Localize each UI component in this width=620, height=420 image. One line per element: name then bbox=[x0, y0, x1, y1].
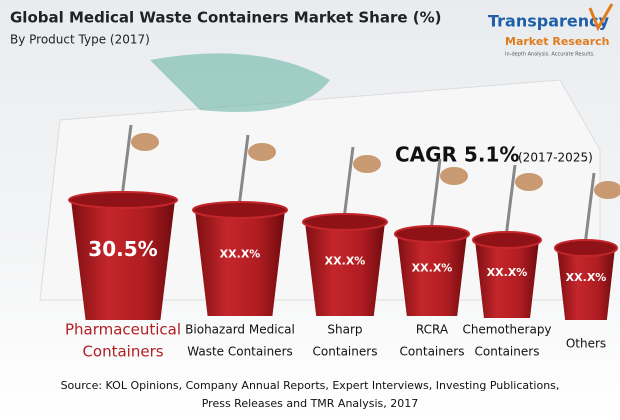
cagr: CAGR 5.1% bbox=[395, 143, 519, 167]
logo-line1: Transparency bbox=[488, 12, 610, 31]
container-rim bbox=[472, 231, 542, 249]
source: Press Releases and TMR Analysis, 2017 bbox=[202, 397, 419, 410]
category-label: RCRA bbox=[416, 323, 449, 337]
category-label: Biohazard Medical bbox=[185, 323, 295, 337]
title: Global Medical Waste Containers Market S… bbox=[10, 9, 442, 27]
container bbox=[475, 240, 539, 318]
logo-line2: Market Research bbox=[505, 35, 610, 48]
cloth bbox=[150, 53, 330, 112]
hand bbox=[353, 155, 381, 173]
hand bbox=[515, 173, 543, 191]
share-label: XX.X% bbox=[412, 261, 453, 274]
container-rim bbox=[302, 213, 388, 231]
category-label: Pharmaceutical bbox=[65, 321, 181, 339]
category-label: Others bbox=[566, 337, 606, 351]
category-label: Containers bbox=[313, 345, 378, 359]
container-rim bbox=[192, 201, 288, 219]
subtitle: By Product Type (2017) bbox=[10, 33, 150, 47]
logo-check bbox=[588, 3, 614, 32]
container bbox=[71, 200, 175, 320]
cagr-period: (2017-2025) bbox=[518, 151, 593, 165]
container bbox=[557, 248, 615, 320]
hand bbox=[594, 181, 620, 199]
container-rim bbox=[68, 191, 178, 209]
hand bbox=[131, 133, 159, 151]
container bbox=[195, 210, 285, 316]
hand bbox=[248, 143, 276, 161]
logo-tagline: In-depth Analysis. Accurate Results. bbox=[505, 52, 595, 58]
category-label: Containers bbox=[475, 345, 540, 359]
share-label: XX.X% bbox=[487, 266, 528, 279]
share-label: XX.X% bbox=[566, 271, 607, 284]
container-rim bbox=[394, 225, 470, 243]
container bbox=[397, 234, 467, 316]
share-label: XX.X% bbox=[325, 254, 366, 267]
share-label: 30.5% bbox=[88, 237, 157, 261]
category-label: Waste Containers bbox=[187, 345, 293, 359]
source: Source: KOL Opinions, Company Annual Rep… bbox=[61, 379, 560, 392]
category-label: Containers bbox=[82, 343, 163, 361]
container bbox=[305, 222, 385, 316]
category-label: Sharp bbox=[327, 323, 362, 337]
container-rim bbox=[554, 239, 618, 257]
category-label: Chemotherapy bbox=[462, 323, 551, 337]
hand bbox=[440, 167, 468, 185]
share-label: XX.X% bbox=[220, 248, 261, 261]
category-label: Containers bbox=[400, 345, 465, 359]
